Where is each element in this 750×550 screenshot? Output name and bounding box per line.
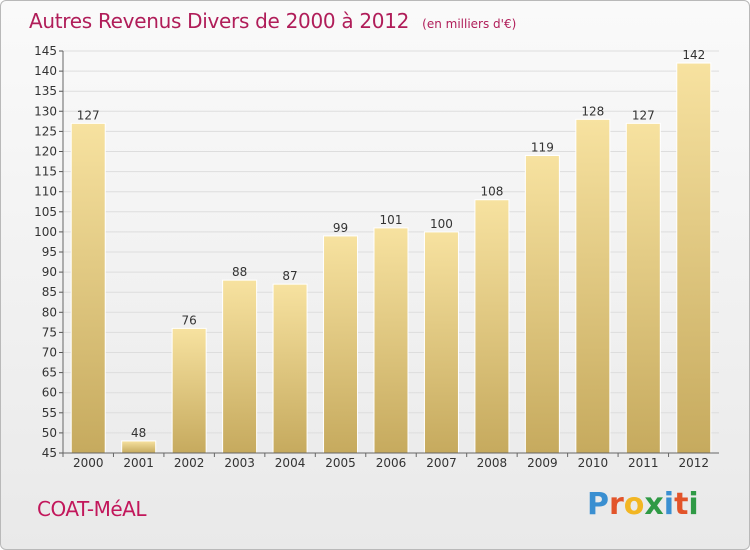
y-tick-label: 110 xyxy=(34,185,57,199)
x-tick-label: 2009 xyxy=(527,456,558,470)
x-tick-label: 2001 xyxy=(123,456,154,470)
x-tick-label: 2005 xyxy=(325,456,356,470)
bar xyxy=(121,440,157,454)
value-label: 128 xyxy=(581,104,604,118)
x-tick-label: 2006 xyxy=(376,456,407,470)
chart-unit: (en milliers d'€) xyxy=(422,17,517,31)
x-tick-label: 2011 xyxy=(628,456,659,470)
place-name: COAT-MéAL xyxy=(37,497,146,521)
bar xyxy=(171,327,207,454)
x-tick-label: 2003 xyxy=(224,456,255,470)
logo-letter: r xyxy=(609,487,624,522)
y-tick-label: 75 xyxy=(42,325,57,339)
bar xyxy=(423,231,459,454)
value-label: 88 xyxy=(232,265,247,279)
x-tick-label: 2010 xyxy=(578,456,609,470)
value-label: 142 xyxy=(682,48,705,62)
bars xyxy=(70,62,712,454)
chart-title: Autres Revenus Divers de 2000 à 2012 xyxy=(29,9,410,33)
bar xyxy=(70,122,106,454)
x-axis: 2000 2001 2002 2003 2004 2005 2006 2007 2008 2009… xyxy=(62,452,719,470)
y-tick-label: 130 xyxy=(34,104,57,118)
bar xyxy=(625,122,661,454)
y-tick-label: 60 xyxy=(42,386,57,400)
y-tick-label: 85 xyxy=(42,285,57,299)
value-label: 48 xyxy=(131,426,146,440)
x-tick-label: 2000 xyxy=(73,456,104,470)
value-label: 87 xyxy=(282,269,297,283)
y-tick-label: 70 xyxy=(42,346,57,360)
logo-letter: x xyxy=(644,487,664,522)
value-label: 108 xyxy=(480,185,503,199)
logo-letter: P xyxy=(587,487,609,522)
logo-letter: t xyxy=(674,487,689,522)
y-tick-label: 45 xyxy=(42,446,57,460)
y-tick-label: 90 xyxy=(42,265,57,279)
y-tick-label: 95 xyxy=(42,245,57,259)
x-tick-label: 2007 xyxy=(426,456,457,470)
x-tick-label: 2002 xyxy=(174,456,205,470)
y-tick-label: 50 xyxy=(42,426,57,440)
y-tick-label: 65 xyxy=(42,366,57,380)
y-tick-label: 145 xyxy=(34,44,57,58)
value-labels: 127 48 76 88 87 99 101 100 108 119 128 127 142 xyxy=(77,48,705,440)
value-label: 101 xyxy=(380,213,403,227)
x-tick-label: 2004 xyxy=(275,456,306,470)
bar xyxy=(474,199,510,454)
bar xyxy=(575,118,611,454)
y-tick-label: 140 xyxy=(34,64,57,78)
logo-letter: o xyxy=(623,487,645,522)
y-tick-label: 120 xyxy=(34,145,57,159)
y-tick-label: 105 xyxy=(34,205,57,219)
logo-letter: i xyxy=(688,487,699,522)
logo-letter: i xyxy=(663,487,675,522)
bar xyxy=(676,62,712,454)
y-tick-label: 80 xyxy=(42,305,57,319)
bar xyxy=(222,279,258,454)
y-tick-label: 125 xyxy=(34,124,57,138)
value-label: 99 xyxy=(333,221,348,235)
y-axis: 45 50 55 60 65 70 75 80 85 90 95 100 105 110 115 120 125… xyxy=(34,44,64,460)
y-tick-label: 55 xyxy=(42,406,57,420)
value-label: 127 xyxy=(632,108,655,122)
value-label: 119 xyxy=(531,141,554,155)
bar xyxy=(272,283,308,454)
y-tick-label: 115 xyxy=(34,165,57,179)
bar xyxy=(524,155,560,454)
bar xyxy=(373,227,409,454)
y-tick-label: 100 xyxy=(34,225,57,239)
bar xyxy=(323,235,359,454)
proxiti-logo: Proxiti xyxy=(587,487,699,522)
y-tick-label: 135 xyxy=(34,84,57,98)
x-tick-label: 2012 xyxy=(678,456,709,470)
value-label: 76 xyxy=(182,313,197,327)
value-label: 100 xyxy=(430,217,453,231)
title-row: Autres Revenus Divers de 2000 à 2012 (en… xyxy=(29,9,516,33)
x-tick-label: 2008 xyxy=(477,456,508,470)
value-label: 127 xyxy=(77,108,100,122)
